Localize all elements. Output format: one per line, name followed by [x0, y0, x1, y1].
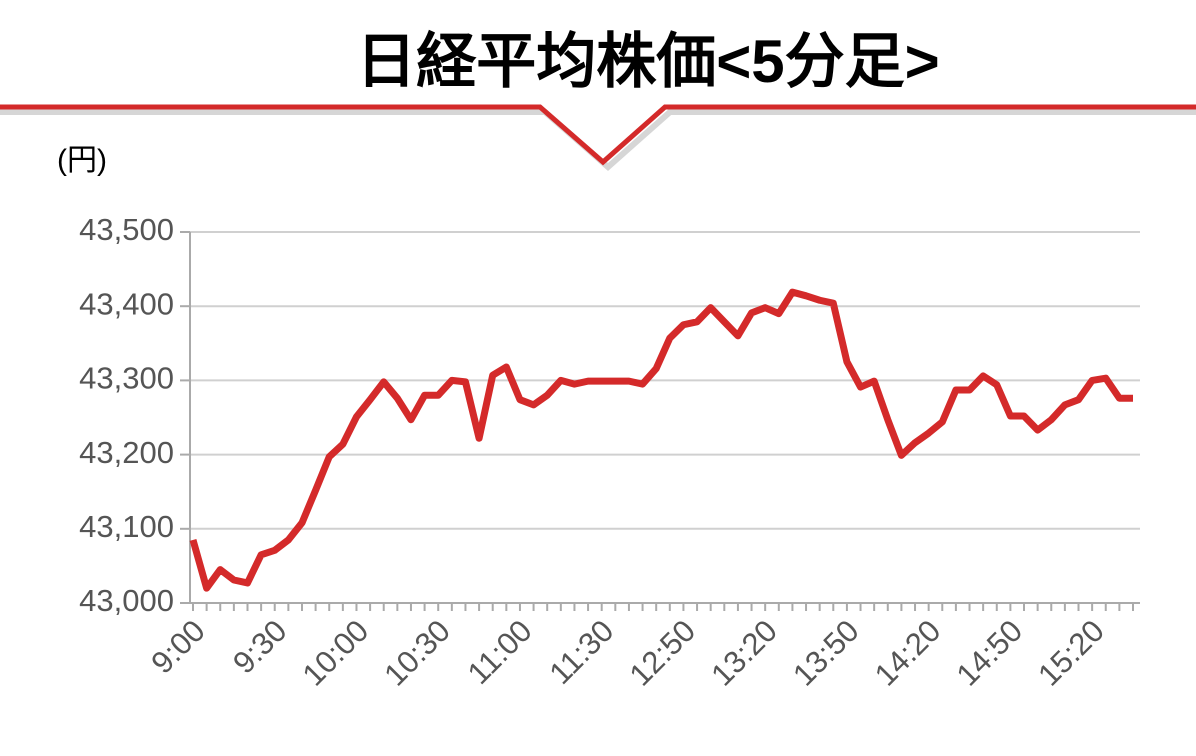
- price-line: [189, 288, 1133, 592]
- y-tick-label: 43,300: [79, 361, 174, 396]
- y-tick-label: 43,100: [79, 509, 174, 544]
- y-tick-label: 43,500: [79, 212, 174, 247]
- x-tick-label: 13:20: [704, 613, 784, 693]
- x-tick-label: 9:00: [144, 613, 211, 680]
- x-tick-label: 12:50: [623, 613, 703, 693]
- y-tick-label: 43,400: [79, 286, 174, 321]
- x-tick-label: 11:30: [542, 613, 620, 691]
- x-tick-label: 11:00: [461, 613, 539, 691]
- x-tick-label: 13:50: [786, 613, 866, 693]
- x-tick-label: 10:30: [377, 613, 457, 693]
- y-tick-label: 43,200: [79, 435, 174, 470]
- x-tick-label: 9:30: [226, 613, 293, 680]
- title-decoration: [0, 104, 1196, 166]
- chart-title: 日経平均株価<5分足>: [356, 28, 939, 95]
- x-tick-label: 14:20: [868, 613, 948, 693]
- title-decoration-shadow: [0, 109, 1196, 171]
- x-tick-label: 15:20: [1031, 613, 1111, 693]
- x-tick-label: 14:50: [950, 613, 1030, 693]
- y-axis-label: (円): [57, 144, 107, 177]
- x-tick-label: 10:00: [296, 613, 376, 693]
- y-tick-label: 43,000: [79, 583, 174, 618]
